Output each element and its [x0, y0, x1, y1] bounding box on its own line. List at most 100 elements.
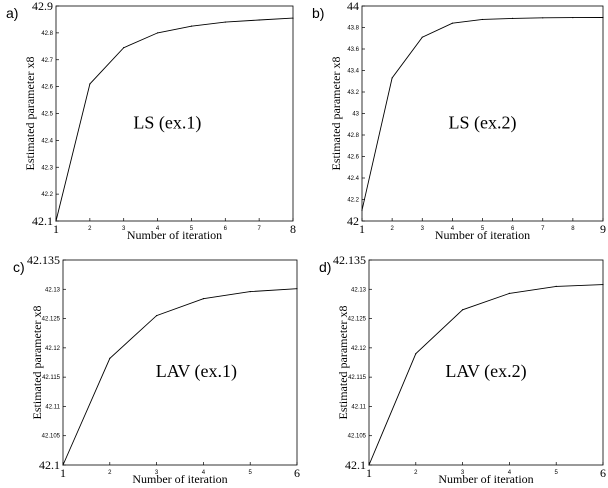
x-axis-label: Number of iteration	[132, 472, 227, 486]
y-tick-label: 42.6	[347, 155, 359, 161]
data-point	[156, 32, 159, 34]
data-point	[89, 83, 91, 85]
data-point	[602, 284, 604, 286]
y-tick-label: 43.6	[347, 47, 359, 53]
plot-annotation: LS (ex.2)	[449, 113, 517, 134]
x-tick-label: 2	[108, 470, 112, 476]
x-axis-label: Number of iteration	[435, 228, 530, 242]
plot-frame	[368, 259, 604, 466]
series-line	[62, 288, 298, 466]
y-tick-label: 43.4	[347, 69, 359, 75]
y-tick-label: 42.105	[42, 434, 61, 440]
panel-label: b)	[312, 5, 324, 21]
plot-annotation: LAV (ex.1)	[156, 361, 237, 382]
series-line	[368, 284, 604, 466]
data-point	[258, 19, 260, 21]
y-tick-label: 42.12	[351, 346, 367, 352]
y-tick-label: 42.9	[32, 0, 53, 13]
y-axis-label: Estimated parameter x8	[329, 57, 343, 171]
data-point	[572, 17, 574, 19]
y-tick-label: 42.13	[351, 287, 367, 293]
chart-panel-2: b) 1 2 3 4 5 6 7 8 9 42 42.2 42.4 42.6 42.8 43 43.2 43.4 4…	[312, 0, 606, 242]
x-axis-label: Number of iteration	[127, 228, 222, 242]
series-line	[55, 17, 294, 222]
x-tick-label: 3	[461, 470, 465, 476]
data-point	[481, 18, 484, 21]
x-tick-label: 6	[224, 226, 228, 232]
x-tick-label: 6	[511, 226, 515, 232]
plot-annotation: LAV (ex.2)	[445, 361, 526, 382]
x-tick-label: 2	[390, 226, 394, 232]
x-axis-label: Number of iteration	[438, 472, 533, 486]
x-tick-label: 2	[88, 226, 92, 232]
y-tick-label: 42.4	[41, 138, 53, 144]
x-tick-label: 5	[190, 226, 194, 232]
data-point	[249, 291, 251, 293]
y-tick-label: 42.8	[347, 133, 359, 139]
x-tick-label: 5	[249, 470, 253, 476]
x-tick-label: 6	[600, 466, 606, 480]
data-point	[361, 209, 363, 211]
chart-panel-1: a) 1 2 3 4 5 6 7 8 42.1 42.2 42.3 42.4 42.5 42.6 42.7 42…	[6, 0, 296, 242]
data-point	[296, 288, 298, 290]
data-point	[415, 353, 417, 355]
x-tick-label: 1	[53, 222, 59, 236]
data-point	[391, 77, 393, 79]
y-tick-label: 42.4	[347, 176, 359, 182]
x-tick-label: 5	[555, 470, 559, 476]
y-tick-label: 42.115	[42, 375, 61, 381]
data-point	[368, 464, 370, 466]
data-point	[602, 16, 604, 19]
x-tick-label: 7	[541, 226, 545, 232]
chart-panel-4: d) 1 2 3 4 5 6 42.1 42.105 42.11 42.115 42.12 42.125…	[319, 253, 606, 486]
y-axis-label: Estimated parameter x8	[30, 306, 44, 420]
y-tick-label: 42.1	[345, 458, 366, 472]
panel-label: d)	[319, 259, 331, 275]
plot-frame	[62, 259, 298, 466]
x-tick-label: 1	[366, 466, 372, 480]
y-tick-label: 42.125	[348, 317, 367, 323]
y-tick-label: 42.11	[351, 404, 366, 410]
x-tick-label: 2	[414, 470, 418, 476]
x-tick-label: 3	[421, 226, 425, 232]
x-tick-label: 1	[60, 466, 66, 480]
data-point	[451, 22, 453, 24]
y-tick-label: 42.11	[45, 404, 60, 410]
data-point	[421, 36, 423, 38]
data-point	[542, 17, 544, 19]
data-point	[224, 21, 226, 23]
data-point	[190, 25, 193, 27]
y-tick-label: 42.1	[39, 458, 60, 472]
data-point	[55, 220, 57, 222]
x-tick-label: 7	[257, 226, 261, 232]
x-tick-label: 8	[571, 226, 575, 232]
data-point	[109, 357, 111, 359]
x-tick-label: 8	[290, 222, 296, 236]
y-tick-label: 42.6	[41, 85, 53, 91]
y-tick-label: 42	[347, 214, 359, 228]
x-tick-label: 4	[508, 470, 512, 476]
data-point	[202, 298, 204, 300]
y-tick-label: 42.115	[348, 375, 367, 381]
y-tick-label: 42.105	[348, 434, 367, 440]
data-point	[292, 17, 294, 19]
chart-panel-3: c) 1 2 3 4 5 6 42.1 42.105 42.11 42.115 42.12 42.125…	[13, 253, 300, 486]
y-tick-label: 42.5	[41, 112, 53, 118]
y-tick-label: 43.8	[347, 26, 359, 32]
data-point	[156, 315, 158, 317]
y-tick-label: 43	[352, 112, 359, 118]
plot-annotation: LS (ex.1)	[133, 113, 201, 134]
y-tick-label: 42.2	[41, 192, 53, 198]
y-axis-label: Estimated parameter x8	[336, 306, 350, 420]
x-tick-label: 6	[294, 466, 300, 480]
y-tick-label: 42.135	[333, 253, 366, 267]
y-tick-label: 42.135	[27, 253, 60, 267]
x-tick-label: 9	[600, 222, 606, 236]
data-point	[62, 464, 64, 466]
y-tick-label: 42.13	[45, 287, 61, 293]
x-tick-label: 1	[359, 222, 365, 236]
data-point	[555, 285, 557, 287]
x-tick-label: 3	[122, 226, 126, 232]
data-point	[512, 17, 514, 19]
